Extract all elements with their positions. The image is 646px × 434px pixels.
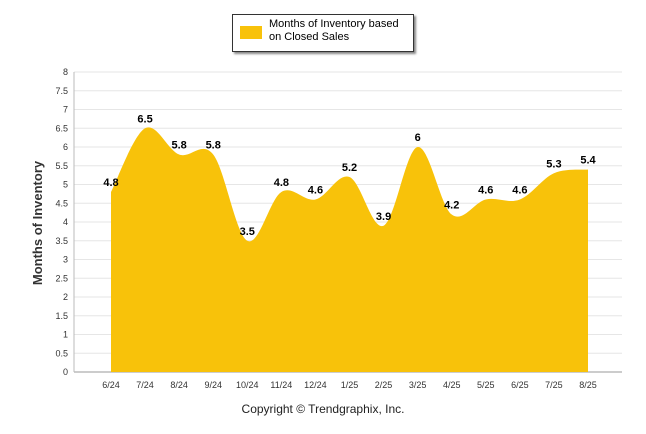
x-tick-label: 8/24	[170, 380, 188, 390]
y-tick-label: 1	[63, 330, 68, 340]
x-axis-ticks: 6/24 7/24 8/24 9/24 10/24 11/24 12/24 1/25 2/25 3…	[102, 380, 597, 390]
data-label: 3.5	[240, 226, 255, 238]
copyright-text: Copyright © Trendgraphix, Inc.	[241, 402, 405, 416]
x-tick-label: 5/25	[477, 380, 495, 390]
y-tick-label: 2	[63, 292, 68, 302]
x-tick-label: 4/25	[443, 380, 461, 390]
y-tick-label: 0.5	[55, 348, 68, 358]
data-label: 5.8	[206, 140, 221, 152]
y-tick-label: 8	[63, 67, 68, 77]
data-label: 5.4	[580, 155, 596, 167]
y-axis-ticks: 0 0.5 1 1.5 2 2.5 3 3.5 4 4.5 5 5.5 6 6.5 7 7.5 8	[55, 67, 68, 377]
y-tick-label: 2.5	[55, 273, 68, 283]
x-tick-label: 1/25	[341, 380, 359, 390]
x-tick-label: 3/25	[409, 380, 427, 390]
data-label: 4.8	[103, 177, 118, 189]
y-tick-label: 5.5	[55, 161, 68, 171]
x-tick-label: 11/24	[270, 380, 292, 390]
y-tick-label: 6.5	[55, 123, 68, 133]
y-tick-label: 3	[63, 255, 68, 265]
data-label: 4.2	[444, 200, 459, 212]
x-tick-label: 9/24	[204, 380, 222, 390]
x-tick-label: 6/25	[511, 380, 529, 390]
data-label: 4.6	[478, 185, 493, 197]
x-tick-label: 7/25	[545, 380, 563, 390]
x-tick-label: 12/24	[304, 380, 327, 390]
legend-label: Months of Inventory based on Closed Sale…	[269, 18, 399, 43]
data-label: 3.9	[376, 211, 391, 223]
y-tick-label: 5	[63, 180, 68, 190]
y-tick-label: 3.5	[55, 236, 68, 246]
data-label: 6.5	[137, 113, 152, 125]
y-axis-label: Months of Inventory	[30, 160, 45, 285]
data-label: 4.6	[308, 185, 323, 197]
data-label: 5.3	[546, 158, 561, 170]
y-tick-label: 4.5	[55, 198, 68, 208]
data-labels: 4.8 6.5 5.8 5.8 3.5 4.8 4.6 5.2 3.9 6 4.2 4.6 4.6 5.3…	[103, 113, 596, 238]
data-label: 6	[415, 132, 421, 144]
x-tick-label: 8/25	[579, 380, 597, 390]
legend-swatch	[240, 26, 262, 39]
x-tick-label: 2/25	[375, 380, 393, 390]
y-tick-label: 7	[63, 105, 68, 115]
y-tick-label: 7.5	[55, 86, 68, 96]
data-label: 4.6	[512, 185, 527, 197]
data-label: 5.2	[342, 162, 357, 174]
y-tick-label: 4	[63, 217, 68, 227]
data-label: 5.8	[171, 140, 186, 152]
x-tick-label: 10/24	[236, 380, 259, 390]
data-label: 4.8	[274, 177, 289, 189]
y-tick-label: 1.5	[55, 311, 68, 321]
legend: Months of Inventory based on Closed Sale…	[232, 14, 414, 52]
series-area	[111, 127, 588, 372]
x-tick-label: 7/24	[136, 380, 154, 390]
x-tick-label: 6/24	[102, 380, 120, 390]
y-tick-label: 0	[63, 367, 68, 377]
y-tick-label: 6	[63, 142, 68, 152]
